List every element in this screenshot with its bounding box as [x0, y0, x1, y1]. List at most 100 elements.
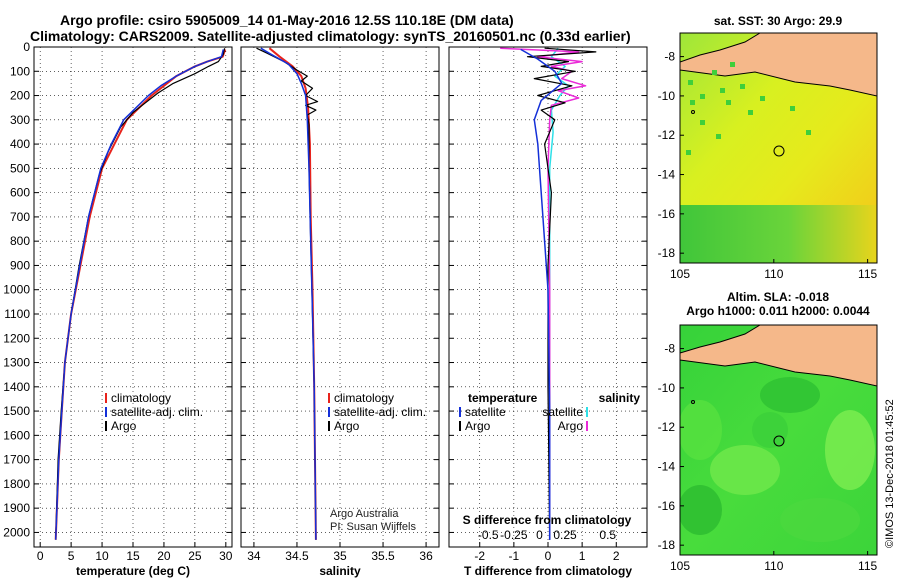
y-tick-label: 700	[10, 210, 30, 224]
cloud-gap-cell	[690, 100, 695, 105]
x-tick-label-secondary: 0	[536, 528, 543, 542]
figure-title-line2: Climatology: CARS2009. Satellite-adjuste…	[30, 28, 631, 44]
y-tick-label: 1000	[3, 283, 30, 297]
cloud-gap-cell	[740, 84, 745, 89]
legend-title-temperature: temperature	[468, 391, 538, 405]
sla-anomaly	[780, 498, 860, 542]
legend-swatch	[105, 393, 107, 403]
x-tick-label: -1	[509, 549, 520, 563]
y-tick-label: -18	[658, 538, 676, 552]
java-coastline	[680, 33, 877, 97]
y-tick-label: 1700	[3, 453, 30, 467]
x-tick-label-secondary: 0.5	[599, 528, 616, 542]
legend-label: Argo	[465, 419, 491, 433]
y-tick-label: 600	[10, 186, 30, 200]
cloud-gap-cell	[726, 100, 731, 105]
x-tick-label: 10	[95, 549, 109, 563]
y-tick-label: 1600	[3, 428, 30, 442]
x-tick-label: -2	[474, 549, 485, 563]
legend-label: satellite	[542, 405, 583, 419]
sst-map-frame	[679, 32, 878, 264]
legend-label: satellite-adj. clim.	[111, 405, 203, 419]
x-tick-label: 110	[764, 267, 783, 281]
legend-swatch	[328, 421, 330, 431]
y-tick-label: -8	[664, 50, 675, 64]
y-tick-label: -18	[658, 246, 676, 260]
cloud-gap-cell	[686, 150, 691, 155]
cloud-gap-cell	[760, 96, 765, 101]
salinity-panel: 34 34.5 35 35.5 36 salinity climatologysatelli…	[240, 46, 440, 578]
sst-field-south	[680, 205, 877, 263]
cloud-gap-cell	[688, 80, 693, 85]
x-tick-label: 25	[188, 549, 202, 563]
legend-title-salinity: salinity	[599, 391, 641, 405]
y-tick-label: 100	[10, 64, 30, 78]
legend-swatch	[105, 407, 107, 417]
y-tick-label: 1200	[3, 331, 30, 345]
legend-swatch	[328, 407, 330, 417]
x-axis-label-secondary: S difference from climatology	[463, 513, 632, 527]
sla-map-frame	[679, 324, 878, 556]
x-tick-label: 105	[670, 267, 690, 281]
y-tick-label: 900	[10, 258, 30, 272]
x-tick-label: 110	[764, 559, 783, 573]
island-marker	[691, 110, 695, 114]
x-tick-label: 35.5	[371, 549, 395, 563]
x-tick-label: 0	[37, 549, 44, 563]
sla-map: Altim. SLA: -0.018 Argo h1000: 0.011 h20…	[658, 290, 878, 573]
cloud-gap-cell	[748, 110, 753, 115]
sla-anomalies	[680, 377, 875, 542]
x-tick-label: 5	[68, 549, 75, 563]
y-tick-label: -14	[658, 168, 676, 182]
x-tick-label: 105	[670, 559, 690, 573]
sst-map-axes: 105 110 115 -8 -10 -12 -14 -16 -18	[658, 50, 878, 281]
cloud-gap-cell	[730, 62, 735, 67]
y-tick-label: 2000	[3, 525, 30, 539]
y-tick-label: 1900	[3, 501, 30, 515]
y-tick-label: -10	[658, 89, 676, 103]
cloud-gaps	[686, 62, 811, 155]
legend-label: Argo	[111, 419, 137, 433]
y-tick-label: 200	[10, 89, 30, 103]
x-tick-label: 36	[419, 549, 433, 563]
legend-swatch	[328, 393, 330, 403]
legend-label: climatology	[334, 391, 394, 405]
sla-map-axes: 105 110 115 -8 -10 -12 -14 -16 -18	[658, 342, 878, 573]
temperature-panel: 0 5 10 15 20 25 300100200300400500600700800900…	[3, 40, 233, 578]
x-tick-label-secondary: -0.5	[478, 528, 499, 542]
y-tick-label: 400	[10, 137, 30, 151]
island-marker	[691, 400, 695, 404]
legend-swatch	[459, 407, 461, 417]
figure-title-line1: Argo profile: csiro 5905009_14 01-May-20…	[60, 12, 514, 28]
y-tick-label: 0	[23, 40, 30, 54]
sst-map: sat. SST: 30 Argo: 29.9 105 110 115 -8 -10 -1…	[658, 14, 878, 281]
y-tick-label: -8	[664, 342, 675, 356]
y-tick-label: 1100	[4, 307, 30, 321]
y-tick-label: 1500	[3, 404, 30, 418]
cloud-gap-cell	[716, 134, 721, 139]
legend-label: satellite	[465, 405, 506, 419]
imos-watermark: ©IMOS 13-Dec-2018 01:45:52	[884, 399, 896, 548]
y-tick-label: 800	[10, 234, 30, 248]
series-line-argo	[500, 47, 587, 540]
cloud-gap-cell	[712, 70, 717, 75]
legend-swatch	[459, 421, 461, 431]
y-tick-label: -10	[658, 381, 676, 395]
y-tick-label: -12	[658, 128, 676, 142]
cloud-gap-cell	[700, 94, 705, 99]
sst-map-title: sat. SST: 30 Argo: 29.9	[714, 14, 843, 28]
series-line-argo	[526, 47, 597, 540]
x-tick-label: 1	[579, 549, 586, 563]
x-tick-label: 115	[858, 267, 877, 281]
series-line-satellite-adj-clim-	[54, 49, 225, 540]
sla-anomaly	[680, 485, 722, 535]
x-tick-label: 34.5	[285, 549, 309, 563]
x-tick-label: 35	[333, 549, 347, 563]
y-tick-label: 1300	[3, 356, 30, 370]
cloud-gap-cell	[700, 120, 705, 125]
credit-line2: PI: Susan Wijffels	[330, 521, 416, 533]
y-tick-label: 1800	[3, 477, 30, 491]
x-axis-label: salinity	[319, 564, 361, 578]
x-tick-label: 115	[858, 559, 877, 573]
